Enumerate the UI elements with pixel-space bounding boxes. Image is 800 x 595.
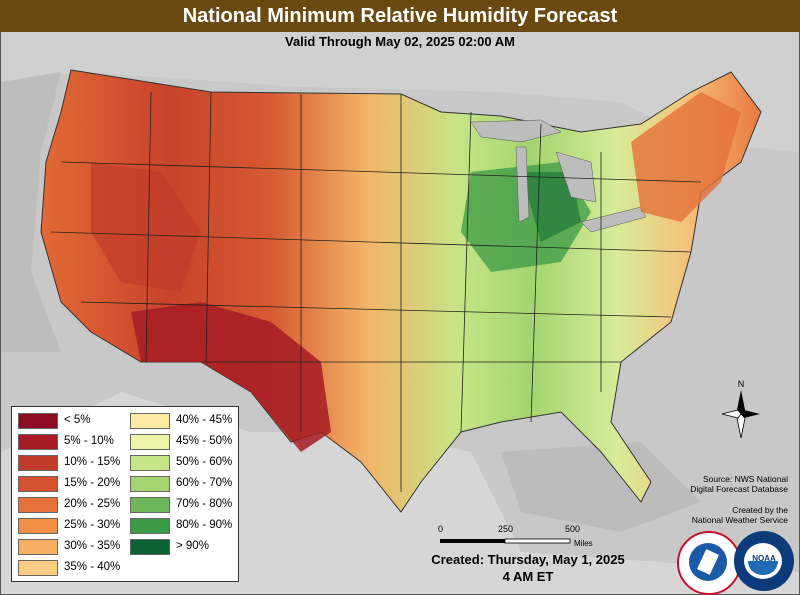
created-by-line: Created by the: [732, 505, 788, 515]
legend-label: 20% - 25%: [64, 498, 121, 510]
legend-swatch: [130, 434, 170, 450]
source-line: Digital Forecast Database: [690, 484, 788, 494]
north-arrow-icon: N: [721, 380, 760, 439]
legend-swatch: [18, 497, 58, 513]
legend-swatch: [130, 497, 170, 513]
scale-unit: Miles: [574, 539, 593, 548]
legend-swatch: [18, 455, 58, 471]
valid-through-subtitle: Valid Through May 02, 2025 02:00 AM: [285, 34, 515, 49]
legend-label: 25% - 30%: [64, 519, 121, 531]
legend-label: 10% - 15%: [64, 456, 121, 468]
legend-swatch: [130, 539, 170, 555]
scale-label: 500: [565, 524, 581, 534]
created-time: 4 AM ET: [502, 569, 554, 584]
legend-swatch: [18, 434, 58, 450]
legend-label: 30% - 35%: [64, 540, 121, 552]
legend-label: 80% - 90%: [176, 519, 233, 531]
scale-bar-graphic: Miles: [440, 538, 593, 548]
legend-label: < 5%: [64, 414, 91, 426]
compass-letter: N: [738, 380, 745, 389]
legend-swatch: [18, 476, 58, 492]
map-title: National Minimum Relative Humidity Forec…: [0, 0, 800, 32]
legend-label: 45% - 50%: [176, 435, 233, 447]
legend-label: 5% - 10%: [64, 435, 114, 447]
noaa-logo-icon: NOAA: [734, 531, 794, 591]
legend-label: 35% - 40%: [64, 561, 121, 573]
created-date: Created: Thursday, May 1, 2025: [431, 552, 625, 567]
legend: < 5% 5% - 10% 10% - 15% 15% - 20% 20% - 25% 2…: [11, 406, 239, 582]
legend-swatch: [18, 518, 58, 534]
created-by-line: National Weather Service: [691, 515, 788, 525]
scale-label: 250: [498, 524, 514, 534]
legend-swatch: [18, 539, 58, 555]
source-note: Source: NWS National Digital Forecast Da…: [628, 474, 788, 494]
nws-logo-icon: [677, 531, 741, 595]
legend-swatch: [18, 413, 58, 429]
legend-swatch: [130, 455, 170, 471]
legend-label: > 90%: [176, 540, 209, 552]
legend-label: 50% - 60%: [176, 456, 233, 468]
legend-swatch: [130, 518, 170, 534]
created-by-note: Created by the National Weather Service: [628, 505, 788, 525]
legend-label: 40% - 45%: [176, 414, 233, 426]
scale-bar: 0 250 500 Miles: [438, 524, 610, 553]
noaa-text: NOAA: [752, 554, 776, 563]
legend-label: 15% - 20%: [64, 477, 121, 489]
legend-swatch: [130, 413, 170, 429]
source-line: Source: NWS National: [702, 474, 788, 484]
legend-swatch: [130, 476, 170, 492]
legend-label: 70% - 80%: [176, 498, 233, 510]
created-note: Created: Thursday, May 1, 2025 4 AM ET: [408, 551, 648, 585]
legend-swatch: [18, 560, 58, 576]
scale-label: 0: [438, 524, 444, 534]
legend-label: 60% - 70%: [176, 477, 233, 489]
